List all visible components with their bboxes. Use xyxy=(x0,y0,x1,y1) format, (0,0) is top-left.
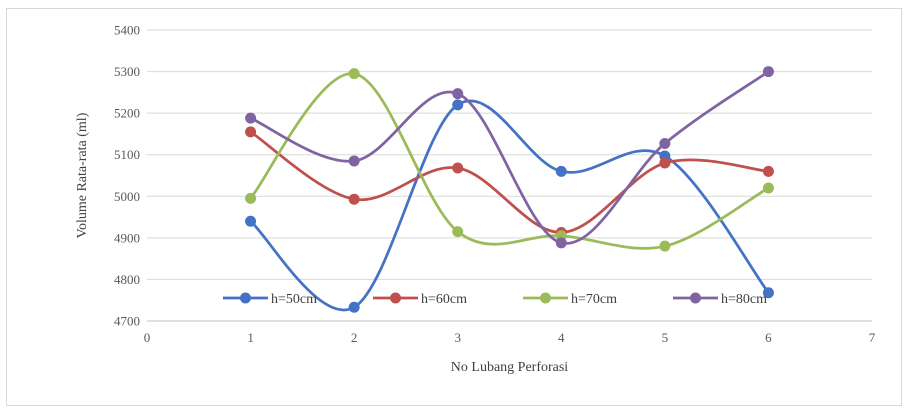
legend-marker-h-50cm xyxy=(240,292,251,304)
point-h-70cm-x3 xyxy=(452,226,464,238)
series-line-h-50cm xyxy=(249,99,770,312)
x-tick-label-1: 1 xyxy=(247,330,254,345)
y-tick-label-4800: 4800 xyxy=(114,272,140,287)
legend-label-h-80cm: h=80cm xyxy=(721,292,767,307)
point-h-60cm-x3 xyxy=(452,162,464,174)
point-h-80cm-x4 xyxy=(555,237,567,249)
point-h-60cm-x6 xyxy=(762,165,774,177)
point-h-70cm-x5 xyxy=(659,240,671,252)
legend: h=50cm h=60cm h=70cm h=80cm xyxy=(223,292,767,307)
x-tick-label-6: 6 xyxy=(765,330,772,345)
point-h-70cm-x6 xyxy=(762,182,774,194)
series-line-h-60cm xyxy=(249,130,769,234)
point-h-50cm-x6 xyxy=(762,287,774,299)
y-tick-label-5100: 5100 xyxy=(114,147,140,162)
y-tick-label-4700: 4700 xyxy=(114,314,140,329)
point-h-80cm-x3 xyxy=(452,88,464,100)
x-axis-title: No Lubang Perforasi xyxy=(451,360,569,375)
legend-marker-h-70cm xyxy=(540,292,551,304)
point-h-70cm-x1 xyxy=(245,192,257,204)
y-tick-label-5300: 5300 xyxy=(114,64,140,79)
legend-marker-h-60cm xyxy=(390,292,401,304)
x-tick-label-4: 4 xyxy=(558,330,565,345)
point-h-50cm-x1 xyxy=(245,215,257,227)
legend-label-h-70cm: h=70cm xyxy=(571,292,617,307)
x-tick-label-5: 5 xyxy=(662,330,669,345)
series-layer xyxy=(245,66,774,313)
series-line-h-80cm xyxy=(250,70,770,245)
y-tick-label-4900: 4900 xyxy=(114,230,140,245)
point-h-60cm-x2 xyxy=(348,193,360,205)
legend-marker-h-80cm xyxy=(690,292,701,304)
chart-area xyxy=(6,8,902,406)
point-h-50cm-x4 xyxy=(555,165,567,177)
legend-label-h-50cm: h=50cm xyxy=(271,292,317,307)
point-h-80cm-x1 xyxy=(245,112,257,124)
point-h-50cm-x3 xyxy=(452,99,464,111)
y-tick-label-5200: 5200 xyxy=(114,106,140,121)
point-h-70cm-x2 xyxy=(348,68,360,80)
point-h-80cm-x5 xyxy=(659,137,671,149)
point-h-80cm-x6 xyxy=(762,66,774,78)
point-h-80cm-x2 xyxy=(348,155,360,167)
y-tick-label-5400: 5400 xyxy=(114,23,140,38)
axes: 4700 4800 4900 5000 5100 5200 5300 5400 0 1 2 3 4 5 6 7 xyxy=(114,23,876,346)
x-tick-label-0: 0 xyxy=(144,330,151,345)
y-axis-title: Volume Rata-rata (ml) xyxy=(75,112,90,238)
y-tick-label-5000: 5000 xyxy=(114,189,140,204)
point-h-60cm-x1 xyxy=(245,126,257,138)
x-tick-label-3: 3 xyxy=(454,330,461,345)
legend-label-h-60cm: h=60cm xyxy=(421,292,467,307)
x-tick-label-7: 7 xyxy=(869,330,876,345)
point-h-60cm-x5 xyxy=(659,157,671,169)
gridlines xyxy=(147,29,872,280)
x-tick-label-2: 2 xyxy=(351,330,358,345)
point-h-50cm-x2 xyxy=(348,301,360,313)
